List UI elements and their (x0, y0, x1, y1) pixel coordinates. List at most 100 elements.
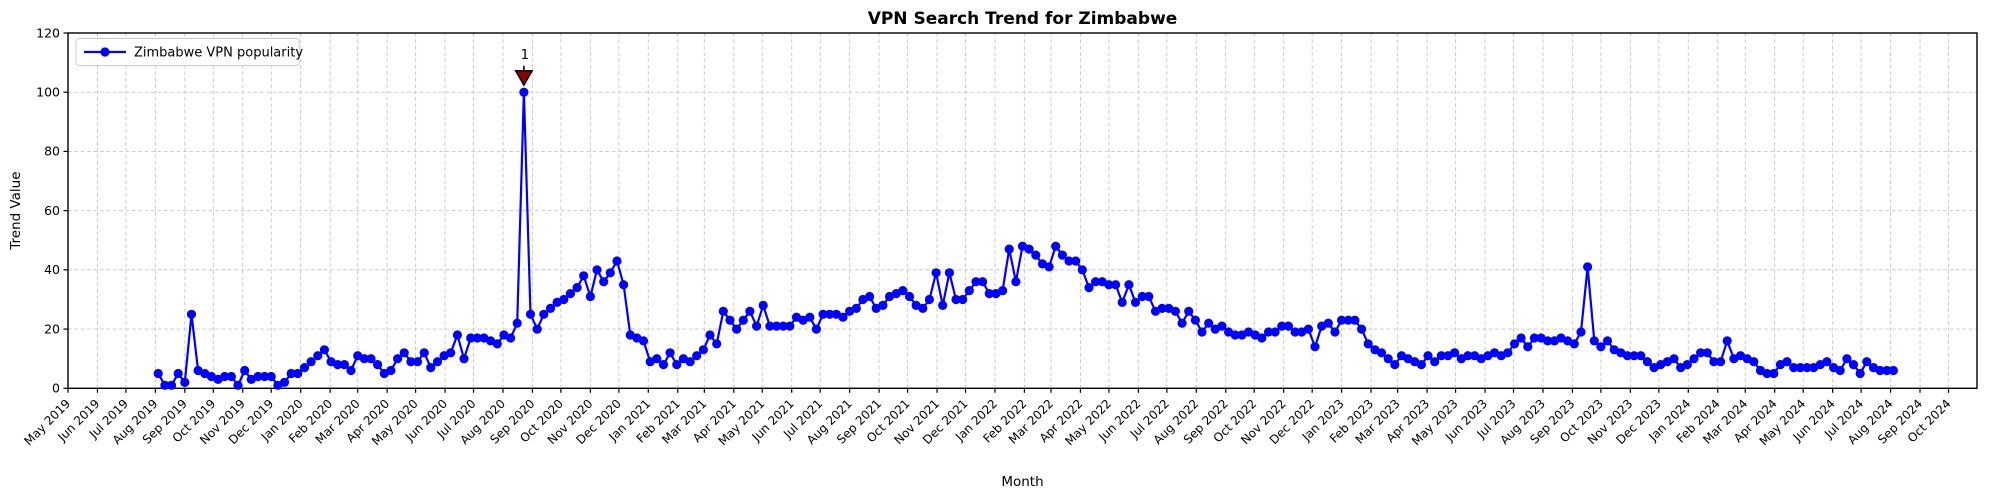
data-point-marker (366, 354, 376, 364)
data-point-marker (565, 289, 576, 299)
legend-label: Zimbabwe VPN popularity (134, 46, 303, 61)
data-point-marker (1077, 265, 1087, 275)
data-point-marker (1782, 357, 1792, 367)
data-point-marker (685, 357, 695, 367)
y-axis-label: Trend Value (8, 171, 24, 250)
data-point-marker (825, 309, 835, 319)
data-point-marker (1516, 333, 1526, 343)
data-point-marker (998, 286, 1008, 296)
data-point-marker (1769, 368, 1779, 379)
data-point-marker (1270, 327, 1280, 337)
data-point-marker (811, 324, 822, 334)
data-point-marker (1323, 318, 1333, 328)
data-point-marker (638, 336, 649, 346)
data-point-marker (778, 321, 788, 331)
data-point-marker (612, 256, 622, 266)
data-point-marker (1277, 321, 1287, 331)
data-point-marker (1071, 256, 1081, 266)
data-point-marker (765, 321, 775, 331)
plot-border (67, 32, 1978, 389)
data-point-marker (958, 294, 968, 305)
data-point-marker (904, 291, 915, 302)
data-point-marker (805, 312, 815, 322)
data-point-marker (698, 345, 709, 355)
data-point-marker (851, 303, 861, 313)
data-point-marker (592, 265, 602, 275)
data-point-marker (1596, 342, 1606, 352)
data-point-marker (1184, 306, 1194, 316)
data-point-marker (1144, 291, 1154, 302)
data-point-marker (173, 368, 183, 379)
data-point-marker (1669, 354, 1679, 364)
legend-box (75, 38, 300, 66)
data-point-marker (725, 315, 735, 325)
data-point-marker (579, 271, 589, 281)
data-point-marker (373, 360, 383, 370)
data-point-marker (878, 300, 888, 310)
data-point-marker (1197, 327, 1207, 337)
data-point-marker (898, 286, 908, 296)
data-point-marker (665, 348, 675, 358)
data-point-marker (1529, 333, 1539, 343)
data-point-marker (984, 289, 994, 299)
data-point-marker (1257, 333, 1267, 343)
data-point-marker (525, 309, 536, 319)
data-point-marker (399, 348, 409, 358)
data-point-marker (1263, 327, 1274, 337)
data-point-marker (166, 380, 177, 390)
data-point-marker (1702, 348, 1712, 358)
data-point-marker (452, 330, 462, 340)
data-point-marker (1044, 262, 1054, 272)
data-point-marker (1749, 357, 1759, 367)
data-point-marker (758, 300, 768, 310)
data-point-marker (1350, 315, 1360, 325)
data-point-marker (266, 371, 276, 382)
data-point-marker (1430, 357, 1440, 367)
data-point-marker (1583, 262, 1593, 272)
data-point-marker (286, 368, 296, 379)
data-point-marker (519, 87, 529, 97)
data-point-marker (1423, 351, 1433, 361)
data-point-marker (1882, 365, 1892, 376)
peak-triangle-marker-icon (514, 70, 534, 87)
data-point-marker (1217, 321, 1227, 331)
data-point-marker (1689, 354, 1699, 364)
data-point-marker (1576, 327, 1586, 337)
data-point-marker (393, 354, 403, 364)
y-tick-label: 0 (52, 381, 60, 396)
data-point-marker (359, 354, 369, 364)
data-point-marker (220, 371, 230, 382)
data-point-marker (572, 283, 582, 293)
data-point-marker (1503, 348, 1513, 358)
data-point-marker (1848, 360, 1859, 370)
data-point-marker (1602, 336, 1613, 346)
data-point-marker (1862, 357, 1872, 367)
data-point-marker (1057, 250, 1067, 260)
data-point-marker (964, 286, 974, 296)
trend-line (157, 91, 1894, 387)
data-point-marker (1363, 339, 1373, 349)
data-point-marker (785, 321, 795, 331)
data-point-marker (1117, 297, 1127, 307)
data-point-marker (1330, 327, 1340, 337)
data-point-marker (705, 330, 715, 340)
data-point-marker (1051, 241, 1061, 251)
data-point-marker (1204, 318, 1214, 328)
data-point-marker (512, 318, 522, 328)
data-point-marker (924, 294, 935, 305)
data-point-marker (1622, 351, 1633, 361)
data-point-marker (466, 333, 476, 343)
data-point-marker (319, 345, 329, 355)
data-point-marker (1104, 280, 1114, 290)
data-point-marker (406, 357, 416, 367)
data-point-marker (426, 363, 436, 373)
data-point-marker (712, 339, 722, 349)
data-point-marker (506, 333, 516, 343)
data-point-marker (1789, 363, 1799, 373)
data-point-marker (386, 365, 396, 376)
data-point-marker (1337, 315, 1347, 325)
y-tick-label: 100 (36, 85, 60, 100)
data-point-marker (1636, 351, 1646, 361)
